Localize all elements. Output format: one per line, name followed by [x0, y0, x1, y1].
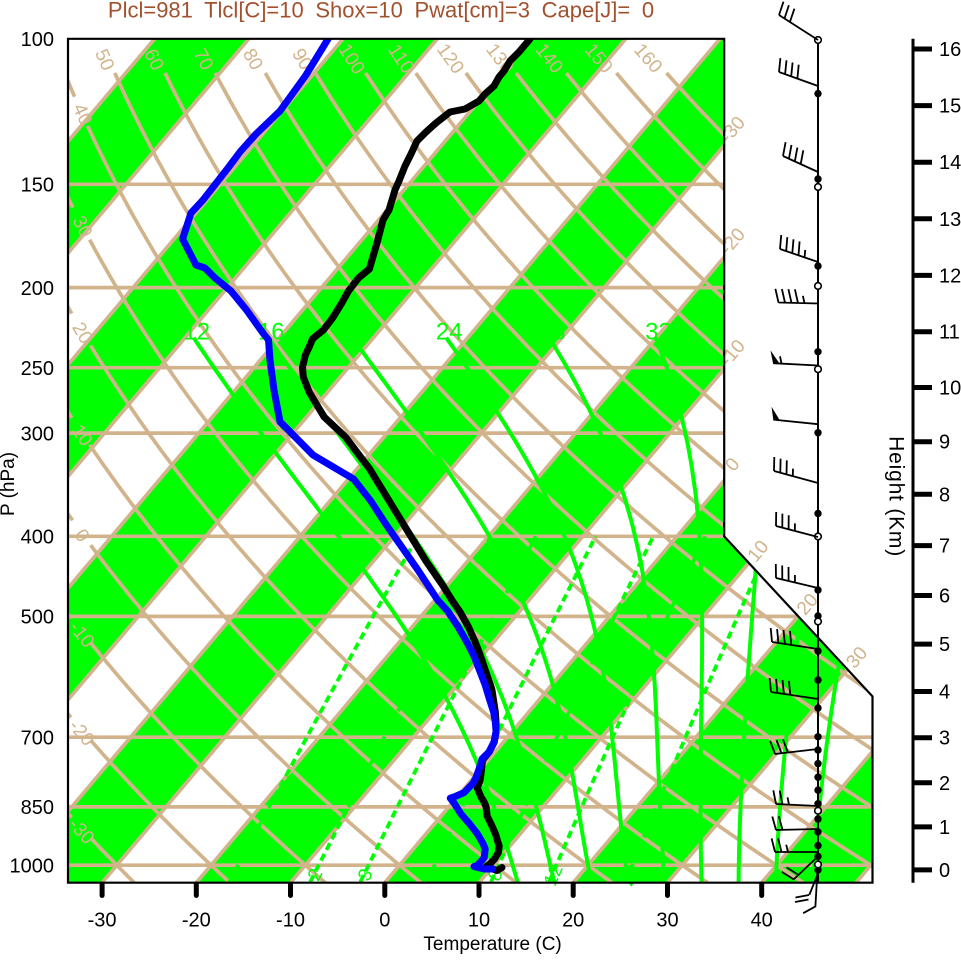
- svg-text:40: 40: [751, 910, 773, 932]
- svg-text:5: 5: [939, 634, 950, 656]
- svg-text:20: 20: [562, 910, 584, 932]
- svg-text:10: 10: [939, 378, 961, 400]
- svg-text:850: 850: [21, 797, 54, 819]
- svg-text:14: 14: [939, 152, 961, 174]
- svg-text:1: 1: [939, 817, 950, 839]
- svg-text:2: 2: [939, 773, 950, 795]
- svg-text:9: 9: [939, 432, 950, 454]
- svg-text:12: 12: [183, 319, 210, 346]
- svg-text:150: 150: [21, 175, 54, 197]
- svg-text:0: 0: [939, 860, 950, 882]
- svg-text:3: 3: [939, 728, 950, 750]
- svg-text:24: 24: [436, 319, 463, 346]
- svg-text:100: 100: [21, 29, 54, 51]
- svg-text:20: 20: [342, 319, 369, 346]
- svg-text:500: 500: [21, 607, 54, 629]
- svg-text:6: 6: [939, 586, 950, 608]
- svg-text:-20: -20: [182, 910, 211, 932]
- svg-text:0: 0: [379, 910, 390, 932]
- svg-text:-10: -10: [276, 910, 305, 932]
- svg-text:250: 250: [21, 358, 54, 380]
- svg-text:Height (Km): Height (Km): [885, 436, 908, 557]
- svg-text:Temperature (C): Temperature (C): [423, 934, 561, 955]
- svg-text:-30: -30: [88, 910, 117, 932]
- svg-text:16: 16: [939, 39, 961, 61]
- svg-text:4: 4: [939, 682, 950, 704]
- svg-text:28: 28: [539, 319, 566, 346]
- svg-text:P (hPa): P (hPa): [0, 452, 19, 516]
- svg-text:11: 11: [939, 322, 960, 344]
- svg-text:300: 300: [21, 423, 54, 445]
- svg-text:30: 30: [656, 910, 678, 932]
- svg-text:7: 7: [939, 536, 950, 558]
- svg-text:13: 13: [939, 209, 961, 231]
- svg-text:12: 12: [939, 265, 961, 287]
- svg-text:32: 32: [645, 319, 672, 346]
- svg-text:400: 400: [21, 527, 54, 549]
- svg-text:8: 8: [939, 484, 950, 506]
- svg-text:200: 200: [21, 278, 54, 300]
- svg-text:10: 10: [468, 910, 490, 932]
- svg-text:15: 15: [939, 96, 961, 118]
- svg-text:Plcl=981 Tlcl[C]=10 Shox=10 Pw: Plcl=981 Tlcl[C]=10 Shox=10 Pwat[cm]=3 C…: [108, 0, 654, 23]
- svg-text:700: 700: [21, 727, 54, 749]
- svg-text:1000: 1000: [10, 855, 55, 877]
